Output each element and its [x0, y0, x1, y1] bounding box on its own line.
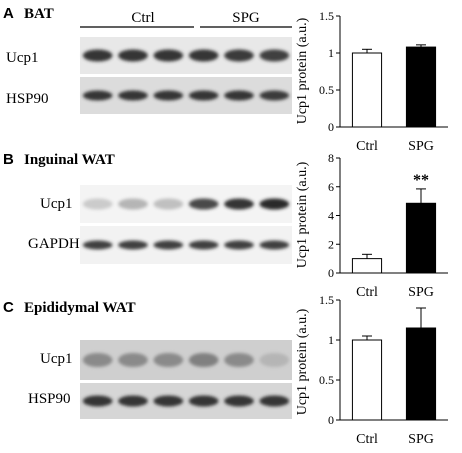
- panel-b: B Inguinal WAT Ucp1 GAPDH: [3, 151, 292, 264]
- y-tick-label: 0: [328, 413, 334, 427]
- blot-background: [80, 185, 292, 223]
- panel-b-letter: B: [3, 151, 14, 168]
- category-label: SPG: [408, 285, 434, 300]
- y-tick-label: 8: [328, 151, 334, 165]
- blot-b-row-1: [80, 185, 292, 223]
- bar-ctrl: [351, 52, 383, 128]
- blot-a-row-2: [80, 77, 292, 114]
- blot-band: [259, 198, 290, 210]
- y-tick-label: 0.5: [319, 83, 334, 97]
- blot-background: [80, 340, 292, 380]
- blot-band: [153, 198, 184, 210]
- group-label-ctrl: Ctrl: [131, 10, 154, 26]
- blot-a-row-1-label: Ucp1: [6, 50, 39, 66]
- category-label: Ctrl: [356, 432, 378, 447]
- blot-band: [118, 395, 148, 407]
- y-axis-label: Ucp1 protein (a.u.): [295, 17, 310, 124]
- bar-spg: [405, 46, 437, 128]
- blot-c-row-2-label: HSP90: [28, 391, 71, 407]
- blot-band: [82, 90, 113, 101]
- blot-band: [188, 240, 219, 250]
- chart-b: 0 2 4 6 8 Ucp1 protein (a.u.) Ctrl SPG **: [295, 151, 448, 300]
- blot-background: [80, 383, 292, 419]
- y-axis-label: Ucp1 protein (a.u.): [295, 308, 310, 415]
- blot-background: [80, 37, 292, 74]
- y-tick-label: 2: [328, 237, 334, 251]
- blot-band: [224, 90, 254, 101]
- blot-band: [82, 240, 113, 250]
- blot-band: [82, 198, 113, 210]
- panel-c-letter: C: [3, 299, 14, 316]
- blot-band: [224, 240, 254, 250]
- category-label: Ctrl: [356, 285, 378, 300]
- group-label-spg: SPG: [232, 10, 260, 26]
- panel-c: C Epididymal WAT Ucp1 HSP90: [3, 299, 292, 419]
- blot-band: [82, 353, 113, 367]
- y-tick-label: 0: [328, 120, 334, 134]
- blot-b-row-1-label: Ucp1: [40, 196, 73, 212]
- blot-background: [80, 226, 292, 264]
- blot-c-row-2: [80, 383, 292, 419]
- y-tick-label: 0.5: [319, 373, 334, 387]
- chart-c: 0 0.5 1 1.5 Ucp1 protein (a.u.) Ctrl SPG: [295, 293, 448, 447]
- blot-a-row-2-label: HSP90: [6, 91, 49, 107]
- blot-band: [224, 353, 254, 367]
- category-label: Ctrl: [356, 139, 378, 154]
- blot-band: [82, 395, 113, 407]
- y-tick-label: 4: [328, 209, 334, 223]
- panel-c-title: Epididymal WAT: [24, 300, 136, 316]
- blot-c-row-1: [80, 340, 292, 380]
- panel-a: A BAT Ctrl SPG Ucp1 HSP90: [3, 5, 292, 114]
- blot-b-row-2-label: GAPDH: [28, 236, 80, 252]
- blot-band: [188, 198, 219, 210]
- blot-band: [224, 49, 254, 62]
- blot-band: [118, 198, 148, 210]
- blot-band: [153, 49, 184, 62]
- panel-b-title: Inguinal WAT: [24, 152, 115, 168]
- blot-background: [80, 77, 292, 114]
- panel-a-title: BAT: [24, 6, 54, 22]
- blot-band: [118, 240, 148, 250]
- blot-band: [188, 90, 219, 101]
- bar-ctrl: [351, 339, 383, 421]
- y-tick-label: 1: [328, 333, 334, 347]
- y-tick-label: 0: [328, 266, 334, 280]
- significance-marker: **: [413, 172, 429, 189]
- y-axis-label: Ucp1 protein (a.u.): [295, 161, 310, 268]
- blot-c-row-1-label: Ucp1: [40, 351, 73, 367]
- y-tick-label: 1.5: [319, 293, 334, 307]
- bar-spg: [405, 327, 437, 421]
- bar-spg: [405, 202, 437, 274]
- blot-band: [82, 49, 113, 62]
- blot-band: [153, 395, 184, 407]
- blot-band: [259, 353, 290, 367]
- blot-band: [224, 198, 254, 210]
- blot-band: [259, 49, 290, 62]
- blot-band: [153, 240, 184, 250]
- blot-band: [259, 395, 290, 407]
- category-label: SPG: [408, 432, 434, 447]
- blot-band: [188, 353, 219, 367]
- blot-band: [259, 90, 290, 101]
- blot-b-row-2: [80, 226, 292, 264]
- category-label: SPG: [408, 139, 434, 154]
- blot-band: [188, 395, 219, 407]
- blot-band: [224, 395, 254, 407]
- y-tick-label: 6: [328, 180, 334, 194]
- blot-band: [118, 90, 148, 101]
- blot-band: [259, 240, 290, 250]
- blot-band: [153, 353, 184, 367]
- panel-a-letter: A: [3, 5, 14, 22]
- y-tick-label: 1.5: [319, 9, 334, 23]
- chart-a: 0 0.5 1 1.5 Ucp1 protein (a.u.) Ctrl SPG: [295, 9, 448, 154]
- blot-band: [118, 49, 148, 62]
- blot-a-row-1: [80, 37, 292, 74]
- blot-band: [118, 353, 148, 367]
- bar-ctrl: [351, 258, 383, 274]
- blot-band: [188, 49, 219, 62]
- y-tick-label: 1: [328, 46, 334, 60]
- blot-band: [153, 90, 184, 101]
